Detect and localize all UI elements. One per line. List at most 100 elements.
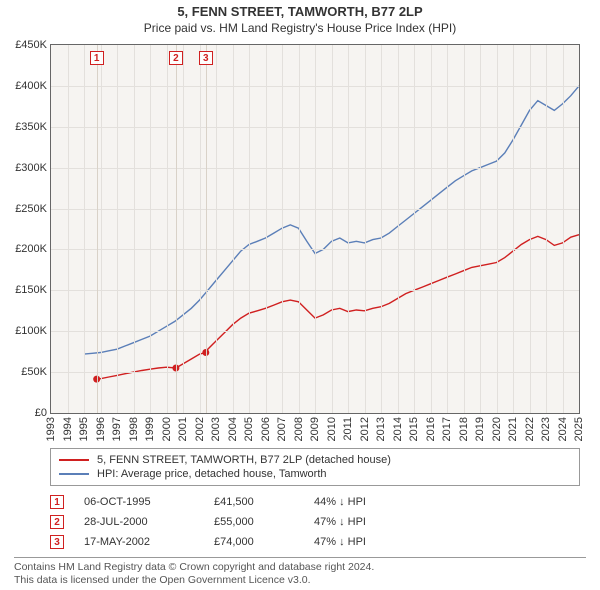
x-tick-label: 2006 <box>260 417 272 441</box>
sale-row-price: £41,500 <box>214 496 294 508</box>
gridline-v <box>282 45 283 413</box>
gridline-v <box>315 45 316 413</box>
gridline-v <box>134 45 135 413</box>
gridline-v <box>513 45 514 413</box>
y-tick-label: £350K <box>15 121 47 133</box>
sale-marker-box: 2 <box>169 51 183 65</box>
gridline-v <box>480 45 481 413</box>
legend-row: HPI: Average price, detached house, Tamw… <box>59 467 571 481</box>
gridline-v <box>150 45 151 413</box>
gridline-v <box>84 45 85 413</box>
x-tick-label: 2012 <box>359 417 371 441</box>
x-tick-label: 1997 <box>111 417 123 441</box>
title-address: 5, FENN STREET, TAMWORTH, B77 2LP <box>0 4 600 19</box>
x-tick-label: 2005 <box>243 417 255 441</box>
gridline-v <box>299 45 300 413</box>
x-tick-label: 2018 <box>458 417 470 441</box>
gridline-v <box>365 45 366 413</box>
x-tick-label: 2019 <box>474 417 486 441</box>
gridline-v <box>117 45 118 413</box>
gridline-v <box>249 45 250 413</box>
x-tick-label: 2023 <box>540 417 552 441</box>
x-tick-label: 2008 <box>293 417 305 441</box>
gridline-v <box>381 45 382 413</box>
x-tick-label: 2021 <box>507 417 519 441</box>
sale-row-marker: 3 <box>50 535 64 549</box>
x-tick-label: 1999 <box>144 417 156 441</box>
x-tick-label: 2017 <box>441 417 453 441</box>
gridline-v <box>167 45 168 413</box>
sale-row-hpi: 47% ↓ HPI <box>314 516 580 528</box>
sale-row-price: £74,000 <box>214 536 294 548</box>
y-tick-label: £200K <box>15 243 47 255</box>
sale-marker-box: 1 <box>90 51 104 65</box>
x-tick-label: 2007 <box>276 417 288 441</box>
y-tick-label: £400K <box>15 80 47 92</box>
gridline-v <box>497 45 498 413</box>
sale-row-date: 06-OCT-1995 <box>84 496 194 508</box>
gridline-v <box>530 45 531 413</box>
legend-label: 5, FENN STREET, TAMWORTH, B77 2LP (detac… <box>97 454 391 466</box>
x-tick-label: 2016 <box>425 417 437 441</box>
gridline-v <box>68 45 69 413</box>
x-tick-label: 1995 <box>78 417 90 441</box>
sale-ref-line <box>97 45 98 413</box>
gridline-v <box>414 45 415 413</box>
sale-row: 2 28-JUL-2000 £55,000 47% ↓ HPI <box>50 512 580 532</box>
sale-row: 1 06-OCT-1995 £41,500 44% ↓ HPI <box>50 492 580 512</box>
gridline-v <box>233 45 234 413</box>
sale-row-price: £55,000 <box>214 516 294 528</box>
x-tick-label: 2004 <box>227 417 239 441</box>
chart-titles: 5, FENN STREET, TAMWORTH, B77 2LP Price … <box>0 0 600 35</box>
sale-row-hpi: 44% ↓ HPI <box>314 496 580 508</box>
x-tick-label: 2000 <box>161 417 173 441</box>
x-tick-label: 2024 <box>557 417 569 441</box>
gridline-v <box>398 45 399 413</box>
sale-marker-box: 3 <box>199 51 213 65</box>
x-tick-label: 2011 <box>342 417 354 441</box>
x-tick-label: 1993 <box>45 417 57 441</box>
x-tick-label: 2009 <box>309 417 321 441</box>
gridline-v <box>183 45 184 413</box>
series-line-property <box>97 235 579 379</box>
x-tick-label: 2003 <box>210 417 222 441</box>
sale-row: 317-MAY-2002£74,00047% ↓ HPI <box>50 532 580 552</box>
gridline-v <box>546 45 547 413</box>
gridline-v <box>563 45 564 413</box>
x-tick-label: 1998 <box>128 417 140 441</box>
legend-label: HPI: Average price, detached house, Tamw… <box>97 468 327 480</box>
sale-ref-line <box>176 45 177 413</box>
gridline-v <box>266 45 267 413</box>
x-tick-label: 2020 <box>491 417 503 441</box>
gridline-v <box>447 45 448 413</box>
gridline-v <box>464 45 465 413</box>
footer-line1: Contains HM Land Registry data © Crown c… <box>14 561 586 575</box>
title-subtitle: Price paid vs. HM Land Registry's House … <box>0 21 600 35</box>
sale-row-marker: 1 <box>50 495 64 509</box>
footer-attribution: Contains HM Land Registry data © Crown c… <box>14 557 586 588</box>
sale-row-date: 28-JUL-2000 <box>84 516 194 528</box>
x-tick-label: 2014 <box>392 417 404 441</box>
sale-row-marker: 2 <box>50 515 64 529</box>
gridline-v <box>200 45 201 413</box>
x-tick-label: 2013 <box>375 417 387 441</box>
y-tick-label: £450K <box>15 39 47 51</box>
y-tick-label: £300K <box>15 162 47 174</box>
x-tick-label: 1994 <box>62 417 74 441</box>
sales-table: 1 06-OCT-1995 £41,500 44% ↓ HPI 2 28-JUL-2000… <box>50 492 580 552</box>
gridline-v <box>216 45 217 413</box>
y-tick-label: £150K <box>15 284 47 296</box>
gridline-v <box>348 45 349 413</box>
sale-ref-line <box>206 45 207 413</box>
legend-box: 5, FENN STREET, TAMWORTH, B77 2LP (detac… <box>50 448 580 486</box>
x-tick-label: 1996 <box>95 417 107 441</box>
x-tick-label: 2025 <box>573 417 585 441</box>
y-tick-label: £100K <box>15 325 47 337</box>
gridline-v <box>101 45 102 413</box>
sale-row-date: 17-MAY-2002 <box>84 536 194 548</box>
gridline-v <box>431 45 432 413</box>
legend-swatch <box>59 473 89 475</box>
y-tick-label: £250K <box>15 203 47 215</box>
legend-swatch <box>59 459 89 461</box>
y-tick-label: £50K <box>21 366 47 378</box>
